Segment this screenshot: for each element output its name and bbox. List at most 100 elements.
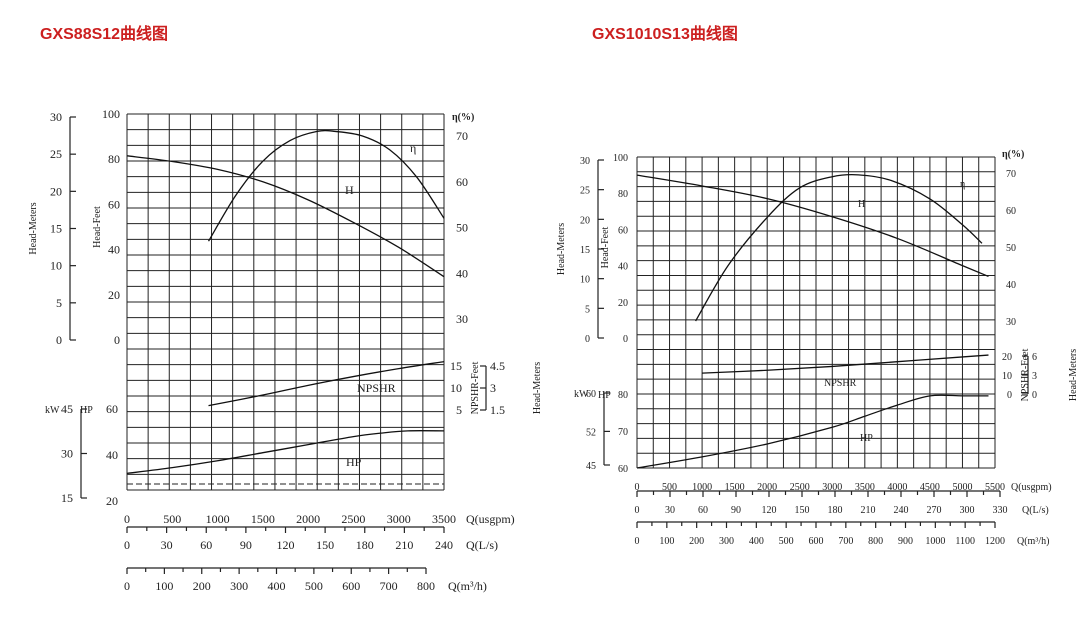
right-secondary-axis-tick-label: 100 [659,536,674,547]
left-kw-tick-label: 15 [61,491,73,505]
right-head-feet-tick-label: 60 [618,225,628,236]
right-npshr-feet-tick-label: 20 [1002,352,1012,363]
right-x-tick-label: 2000 [757,482,777,493]
right-head-meters-tick-label: 20 [580,215,590,226]
left-npshr-feet-label: NPSHR-Feet [470,361,481,414]
right-hp-tick-label: 80 [618,390,628,401]
left-x-tick-label: 500 [163,512,181,526]
left-hp-tick-label: 40 [106,448,118,462]
left-head-feet-label: Head-Feet [92,206,103,248]
right-grid [636,156,996,469]
right-head-feet-label: Head-Feet [600,226,611,268]
right-head-meters-tick-label: 10 [580,275,590,286]
right-secondary-axis-label: Q(m³/h) [1017,536,1049,547]
right-npshr-meters-label: Head-Meters [1068,349,1079,401]
right-npshr-feet-tick-label: 0 [1007,390,1012,401]
left-npshr-meters-tick-label: 3 [490,381,496,395]
right-efficiency-tick-label: 60 [1006,206,1016,217]
right-x-tick-label: 3500 [855,482,875,493]
right-kw-label: kW [574,389,589,400]
left-secondary-axis-tick-label: 90 [240,538,252,552]
right-series-h-curve [636,174,989,278]
left-hp-label: HP [80,405,93,416]
left-head-meters-tick-label: 15 [50,222,62,236]
right-head-meters-tick-label: 30 [580,156,590,167]
left-hp-tick-label: 20 [106,494,118,508]
right-head-meters-tick-label: 15 [580,245,590,256]
left-secondary-axis-tick-label: 120 [277,538,295,552]
left-series-npshr-curve [208,360,445,407]
right-series-hp-curve [636,394,989,469]
left-efficiency-label: η(%) [452,112,474,123]
left-head-meters-tick-label: 25 [50,147,62,161]
left-npshr-meters-tick-label: 4.5 [490,359,505,373]
left-secondary-axis-tick-label: 0 [124,538,130,552]
right-x-tick-label: 1000 [692,482,712,493]
left-efficiency-tick-label: 70 [456,129,468,143]
left-series-hp-label: HP [346,455,362,469]
right-secondary-axis-tick-label: 0 [635,536,640,547]
left-secondary-axis-tick-label: 210 [395,538,413,552]
right-kw-tick-label: 52 [586,427,596,438]
right-x-tick-label: 5000 [952,482,972,493]
right-secondary-axis-tick-label: 1000 [925,536,945,547]
left-head-meters-tick-label: 10 [50,259,62,273]
right-series-hp-label: HP [860,433,873,444]
right-efficiency-tick-label: 30 [1006,317,1016,328]
right-x-tick-label: 0 [635,482,640,493]
left-secondary-axis-tick-label: 800 [417,579,435,593]
right-series-npshr-curve [702,354,989,374]
right-efficiency-tick-label: 70 [1006,169,1016,180]
left-head-meters-label: Head-Meters [28,202,39,254]
left-efficiency-tick-label: 30 [456,312,468,326]
left-secondary-axis-tick-label: 100 [155,579,173,593]
left-secondary-axis-tick-label: 180 [356,538,374,552]
right-head-meters-tick-label: 5 [585,304,590,315]
right-x-tick-label: 5500 [985,482,1005,493]
right-secondary-axis-tick-label: 400 [749,536,764,547]
left-head-feet-tick-label: 100 [102,107,120,121]
right-head-feet-tick-label: 80 [618,189,628,200]
right-secondary-axis-tick-label: 300 [960,505,975,516]
right-npshr-meters-tick-label: 0 [1032,390,1037,401]
left-x-unit-label: Q(usgpm) [466,512,515,526]
left-npshr-feet-tick-label: 10 [450,381,462,395]
right-secondary-axis-tick-label: 330 [993,505,1008,516]
right-secondary-axis-tick-label: 900 [898,536,913,547]
left-series-h-label: H [345,183,354,197]
right-x-tick-label: 3000 [822,482,842,493]
right-head-feet-tick-label: 20 [618,298,628,309]
right-secondary-axis-tick-label: 1200 [985,536,1005,547]
right-head-feet-tick-label: 0 [623,334,628,345]
right-secondary-axis-tick-label: 180 [828,505,843,516]
left-x-tick-label: 1000 [206,512,230,526]
left-secondary-axis-tick-label: 0 [124,579,130,593]
left-series-h-curve [126,155,445,278]
left-kw-tick-label: 45 [61,402,73,416]
left-secondary-axis-tick-label: 60 [200,538,212,552]
right-secondary-axis-tick-label: 240 [894,505,909,516]
left-secondary-axis-tick-label: 700 [380,579,398,593]
right-secondary-axis-tick-label: 210 [861,505,876,516]
left-head-feet-tick-label: 0 [114,333,120,347]
left-x-tick-label: 2000 [296,512,320,526]
right-efficiency-label: η(%) [1002,149,1024,160]
left-secondary-axis-tick-label: 240 [435,538,453,552]
right-x-tick-label: 2500 [790,482,810,493]
right-series-eta-curve [695,173,983,322]
left-head-meters-tick-label: 5 [56,296,62,310]
chart-title-right: GXS1010S13曲线图 [592,26,738,43]
left-series-hp-curve [126,430,445,475]
left-head-meters-tick-label: 30 [50,110,62,124]
left-series-eta-label: η [410,141,416,155]
right-npshr-meters-tick-label: 6 [1032,352,1037,363]
right-head-feet-tick-label: 100 [613,153,628,164]
right-head-meters-tick-label: 0 [585,334,590,345]
right-secondary-axis-tick-label: 150 [795,505,810,516]
right-npshr-feet-tick-label: 10 [1002,371,1012,382]
left-x-tick-label: 0 [124,512,130,526]
left-secondary-axis-label: Q(L/s) [466,538,498,552]
right-efficiency-tick-label: 40 [1006,280,1016,291]
chart-title-left: GXS88S12曲线图 [40,26,169,43]
right-hp-tick-label: 70 [618,427,628,438]
